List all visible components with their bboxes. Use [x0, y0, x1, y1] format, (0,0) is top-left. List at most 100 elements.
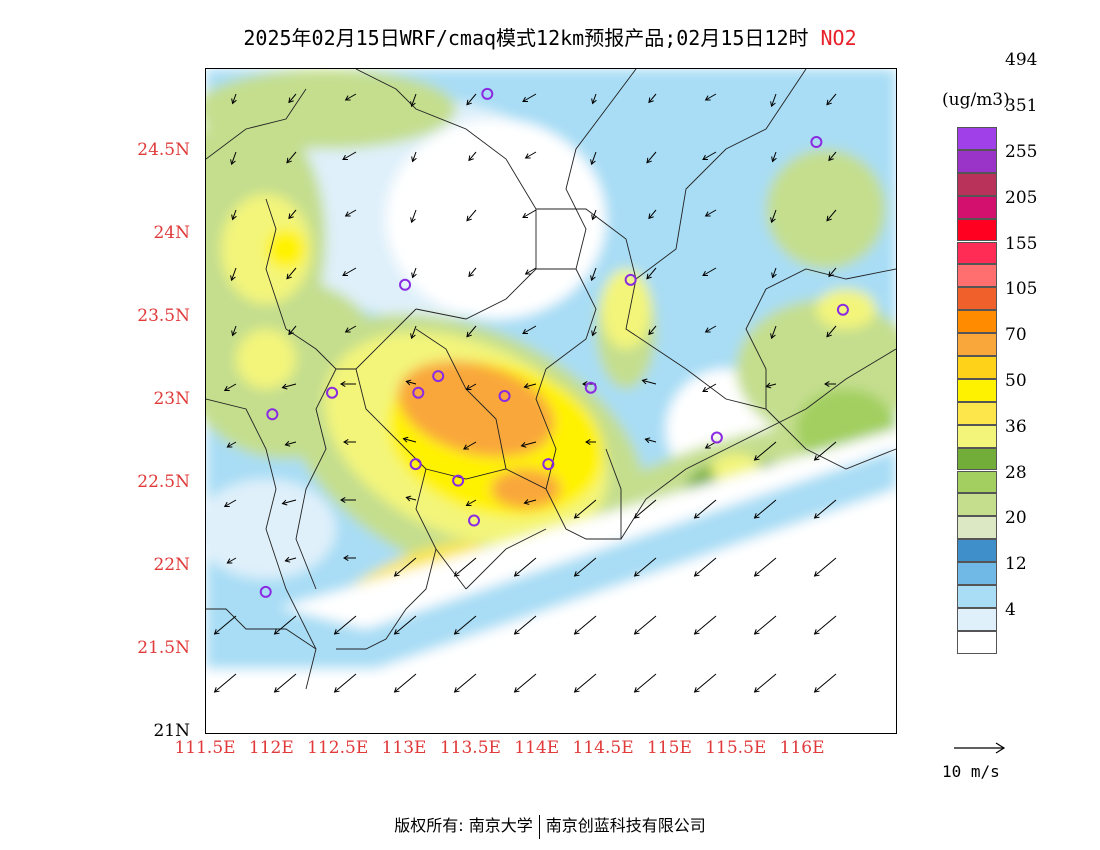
wind-arrow — [646, 151, 657, 164]
wind-arrow — [226, 557, 237, 564]
wind-arrow — [693, 673, 717, 693]
colorbar-swatch — [957, 333, 997, 356]
wind-reference-label: 10 m/s — [942, 762, 1000, 781]
wind-arrow — [765, 382, 777, 389]
wind-arrow — [273, 615, 297, 635]
wind-arrow — [411, 267, 417, 279]
lat-tick-label: 23.5N — [137, 306, 190, 326]
wind-arrow — [753, 441, 777, 461]
wind-arrow — [468, 267, 477, 278]
colorbar-swatch — [957, 585, 997, 608]
wind-arrow — [466, 93, 477, 106]
wind-arrow — [828, 267, 837, 278]
colorbar-swatch — [957, 310, 997, 334]
colorbar-swatch — [957, 447, 997, 471]
wind-arrow — [524, 151, 537, 159]
lat-tick-label: 24N — [153, 223, 190, 243]
wind-arrow — [633, 557, 657, 577]
colorbar-swatch — [957, 356, 997, 379]
border-line — [565, 69, 637, 270]
wind-arrow — [704, 93, 717, 101]
border-line — [765, 408, 896, 470]
wind-arrow — [813, 673, 837, 693]
station-marker — [584, 381, 597, 394]
wind-arrow — [641, 378, 657, 385]
border-line — [465, 528, 547, 590]
wind-arrow — [826, 93, 837, 106]
wind-arrow — [344, 209, 357, 217]
station-marker — [412, 386, 425, 399]
wind-arrow — [288, 93, 297, 104]
title-main: 2025年02月15日WRF/cmaq模式12km预报产品;02月15日12时 — [243, 26, 809, 50]
colorbar-swatch — [957, 241, 997, 265]
wind-arrow — [590, 267, 597, 282]
wind-arrow — [591, 93, 597, 105]
wind-arrow — [466, 209, 477, 222]
colorbar-swatch — [957, 424, 997, 448]
colorbar-label: 255 — [1005, 141, 1038, 162]
wind-arrow — [813, 557, 837, 577]
colorbar-label: 70 — [1005, 325, 1027, 346]
station-marker — [836, 303, 849, 316]
wind-arrow — [633, 499, 657, 519]
colorbar-swatch — [957, 287, 997, 311]
station-marker — [710, 431, 723, 444]
wind-arrow — [824, 381, 836, 387]
lon-tick-label: 115.5E — [705, 738, 767, 758]
wind-arrow — [465, 499, 477, 507]
wind-arrow — [286, 151, 297, 164]
wind-arrow — [281, 383, 297, 390]
colorbar-swatch — [957, 218, 997, 242]
colorbar-swatch — [957, 195, 997, 219]
colorbar-label: 494 — [1005, 50, 1038, 71]
wind-arrow — [633, 673, 657, 693]
wind-arrow — [753, 557, 777, 577]
wind-arrow — [410, 93, 417, 108]
wind-arrow — [813, 615, 837, 635]
wind-arrow — [453, 615, 477, 635]
wind-arrow — [590, 151, 597, 166]
colorbar-swatch — [957, 127, 997, 150]
colorbar-swatch — [957, 493, 997, 517]
map-plot — [205, 68, 897, 734]
wind-arrow — [693, 499, 717, 519]
footer-separator — [538, 814, 540, 839]
wind-arrow — [223, 499, 237, 508]
wind-arrow — [343, 439, 356, 445]
wind-arrow — [771, 151, 777, 163]
wind-arrow — [813, 441, 837, 461]
station-marker — [624, 273, 637, 286]
station-marker — [399, 278, 412, 291]
lat-tick-label: 21N — [153, 721, 190, 741]
wind-arrow — [340, 497, 356, 503]
station-marker — [259, 585, 272, 598]
colorbar-swatch — [957, 562, 997, 585]
wind-arrow — [523, 383, 537, 389]
wind-arrow — [693, 615, 717, 635]
wind-arrow — [770, 93, 777, 108]
wind-arrow — [828, 151, 837, 162]
wind-arrow — [402, 436, 417, 443]
wind-arrow — [213, 615, 237, 635]
wind-arrow — [523, 499, 537, 505]
wind-arrow — [453, 673, 477, 693]
wind-arrow — [813, 499, 837, 519]
lon-tick-label: 116E — [779, 738, 825, 758]
border-line — [295, 368, 337, 590]
wind-arrow — [466, 325, 477, 338]
border-line — [425, 448, 622, 540]
wind-arrow — [702, 151, 717, 161]
colorbar-label: 351 — [1005, 96, 1038, 117]
wind-arrow — [702, 267, 717, 277]
station-marker — [326, 386, 339, 399]
border-line — [206, 88, 307, 160]
wind-arrow — [522, 209, 537, 219]
wind-arrow — [393, 673, 417, 693]
wind-arrow — [522, 93, 537, 103]
wind-arrow — [333, 615, 357, 635]
border-line — [206, 398, 317, 690]
lat-tick-label: 21.5N — [137, 638, 190, 658]
wind-arrow — [393, 615, 417, 635]
station-marker — [810, 136, 823, 149]
colorbar-swatch — [957, 149, 997, 173]
